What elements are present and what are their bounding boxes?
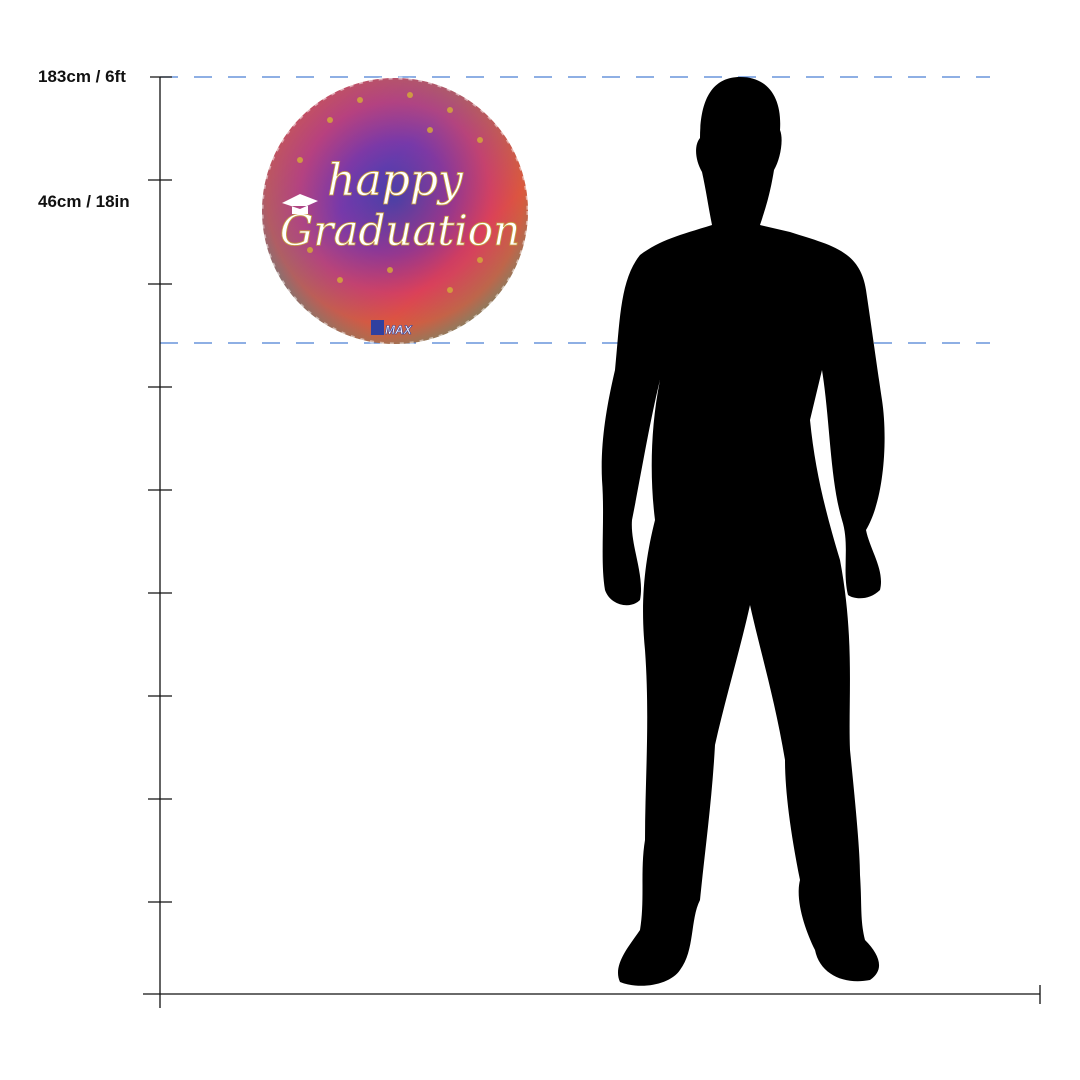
balloon-text-graduation: Graduation (280, 206, 520, 255)
baseline-ruler (143, 985, 1041, 1004)
brand-text: MAX (385, 323, 413, 337)
height-label-person: 183cm / 6ft (38, 67, 126, 86)
person-silhouette-icon (601, 77, 885, 986)
balloon-text-happy: happy (327, 155, 464, 206)
vertical-ruler (148, 76, 172, 1008)
graduation-cap-icon (282, 194, 318, 214)
balloon-image: happy Graduation MAX (260, 76, 530, 346)
brand-logo (371, 320, 384, 335)
height-label-balloon: 46cm / 18in (38, 192, 130, 211)
